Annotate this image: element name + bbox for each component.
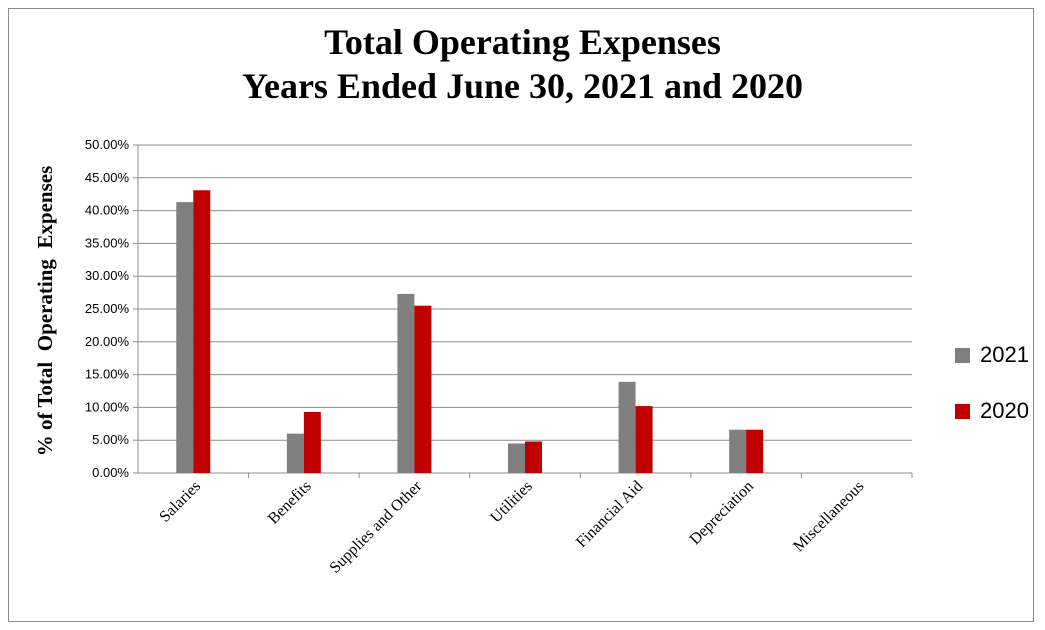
y-tick-label: 50.00% — [85, 137, 130, 152]
y-tick-label: 35.00% — [85, 235, 130, 250]
legend-item-2021: 2021 — [955, 340, 1029, 370]
x-tick-label: Financial Aid — [573, 478, 646, 551]
legend-swatch-2021 — [955, 347, 970, 363]
y-tick-label: 0.00% — [92, 465, 129, 480]
y-tick-label: 25.00% — [85, 301, 130, 316]
legend-swatch-2020 — [955, 403, 970, 419]
chart-title-block: Total Operating Expenses Years Ended Jun… — [0, 20, 1045, 108]
legend: 2021 2020 — [955, 340, 1029, 452]
chart-subtitle: Years Ended June 30, 2021 and 2020 — [241, 66, 804, 106]
bar-2021-utilities — [508, 443, 525, 473]
bar-2021-benefits — [286, 433, 304, 473]
y-tick-label: 15.00% — [85, 367, 130, 382]
x-tick-label: Salaries — [156, 478, 204, 526]
bar-2021-supplies-and-other — [397, 293, 415, 473]
y-tick-label: 20.00% — [85, 334, 130, 349]
legend-item-2020: 2020 — [955, 396, 1029, 426]
bar-2020-depreciation — [746, 429, 764, 473]
legend-label-2020: 2020 — [980, 398, 1029, 423]
bar-2020-benefits — [303, 411, 321, 473]
y-tick-label: 40.00% — [85, 203, 130, 218]
x-tick-label: Benefits — [265, 478, 315, 528]
bar-2021-depreciation — [729, 429, 747, 473]
y-axis-label: % of Total Operating Expenses — [33, 166, 57, 457]
chart-title: Total Operating Expenses — [324, 22, 721, 62]
x-tick-label: Utilities — [487, 478, 535, 526]
bar-2021-salaries — [176, 202, 194, 473]
bar-2021-financial-aid — [618, 381, 636, 473]
y-tick-label: 45.00% — [85, 170, 130, 185]
legend-label-2021: 2021 — [980, 342, 1029, 367]
y-tick-label: 30.00% — [85, 268, 130, 283]
bar-2020-financial-aid — [635, 406, 653, 473]
y-tick-label: 5.00% — [92, 432, 129, 447]
x-tick-label: Depreciation — [687, 478, 757, 548]
y-tick-label: 10.00% — [85, 399, 130, 414]
x-tick-label: Supplies and Other — [327, 477, 426, 576]
x-tick-label: Miscellaneous — [790, 478, 867, 555]
bar-2020-salaries — [193, 190, 211, 473]
bar-2020-supplies-and-other — [414, 305, 432, 473]
bar-2020-utilities — [525, 441, 542, 473]
